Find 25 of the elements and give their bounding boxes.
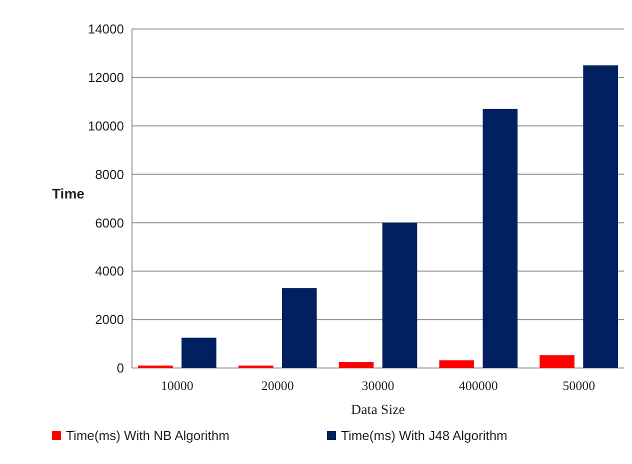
legend-label: Time(ms) With NB Algorithm bbox=[66, 428, 230, 443]
bar bbox=[482, 108, 518, 368]
bar bbox=[583, 65, 618, 368]
bar bbox=[439, 360, 474, 368]
y-tick-label: 8000 bbox=[95, 166, 124, 182]
y-tick-label: 0 bbox=[116, 360, 124, 376]
y-tick-label: 14000 bbox=[88, 22, 124, 37]
bar bbox=[182, 338, 216, 368]
bar bbox=[338, 362, 374, 368]
x-tick-label: 50000 bbox=[562, 378, 596, 393]
x-tick-label: 10000 bbox=[160, 378, 194, 393]
y-tick-label: 2000 bbox=[95, 312, 124, 328]
legend-label: Time(ms) With J48 Algorithm bbox=[341, 428, 508, 443]
x-axis-title: Data Size bbox=[350, 403, 406, 418]
x-tick-label: 400000 bbox=[458, 378, 498, 393]
y-tick-label: 12000 bbox=[88, 70, 124, 85]
bar bbox=[282, 288, 317, 368]
bar bbox=[382, 222, 418, 368]
y-tick-label: 4000 bbox=[95, 264, 124, 279]
bar bbox=[540, 355, 574, 368]
y-tick-label: 6000 bbox=[95, 215, 124, 230]
x-tick-label: 30000 bbox=[362, 378, 394, 393]
y-tick-label: 10000 bbox=[88, 118, 124, 134]
x-tick-label: 20000 bbox=[261, 378, 294, 393]
y-axis-title: Time bbox=[52, 186, 85, 202]
